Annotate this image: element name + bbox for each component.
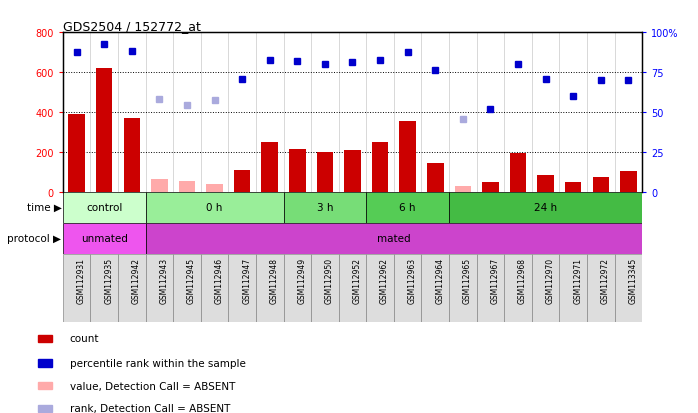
Text: value, Detection Call = ABSENT: value, Detection Call = ABSENT xyxy=(70,381,235,391)
Text: GSM112963: GSM112963 xyxy=(408,257,417,304)
Bar xyxy=(366,192,449,223)
Text: 3 h: 3 h xyxy=(317,202,333,213)
Text: GSM113345: GSM113345 xyxy=(628,257,637,304)
Text: GSM112962: GSM112962 xyxy=(380,257,389,303)
Text: GSM112948: GSM112948 xyxy=(269,257,279,303)
Text: 6 h: 6 h xyxy=(399,202,416,213)
Text: unmated: unmated xyxy=(81,233,128,244)
Bar xyxy=(68,114,85,192)
Bar xyxy=(234,170,251,192)
Bar xyxy=(63,223,146,254)
Text: protocol ▶: protocol ▶ xyxy=(8,233,61,244)
Text: percentile rank within the sample: percentile rank within the sample xyxy=(70,358,246,368)
Bar xyxy=(427,163,443,192)
Text: GSM112970: GSM112970 xyxy=(546,257,555,304)
Text: control: control xyxy=(86,202,122,213)
Bar xyxy=(124,119,140,192)
Bar xyxy=(317,152,333,192)
Bar xyxy=(38,382,52,389)
Text: GDS2504 / 152772_at: GDS2504 / 152772_at xyxy=(63,20,201,33)
Text: GSM112946: GSM112946 xyxy=(214,257,223,304)
Bar xyxy=(179,181,195,192)
Bar xyxy=(339,254,366,322)
Bar xyxy=(63,192,146,223)
Bar xyxy=(510,153,526,192)
Bar xyxy=(207,184,223,192)
Bar xyxy=(283,192,366,223)
Bar xyxy=(256,254,283,322)
Bar xyxy=(482,182,498,192)
Text: GSM112942: GSM112942 xyxy=(132,257,141,303)
Bar xyxy=(372,142,388,192)
Text: GSM112931: GSM112931 xyxy=(77,257,86,303)
Text: GSM112943: GSM112943 xyxy=(159,257,168,304)
Bar xyxy=(620,171,637,192)
Bar xyxy=(38,405,52,412)
Bar xyxy=(477,254,504,322)
Bar xyxy=(262,142,278,192)
Text: GSM112952: GSM112952 xyxy=(352,257,362,303)
Text: GSM112950: GSM112950 xyxy=(325,257,334,304)
Text: count: count xyxy=(70,334,99,344)
Text: GSM112949: GSM112949 xyxy=(297,257,306,304)
Bar xyxy=(422,254,449,322)
Bar xyxy=(201,254,228,322)
Text: GSM112947: GSM112947 xyxy=(242,257,251,304)
Bar xyxy=(344,150,361,192)
Bar xyxy=(63,254,91,322)
Text: GSM112968: GSM112968 xyxy=(518,257,527,303)
Text: GSM112972: GSM112972 xyxy=(601,257,610,303)
Text: GSM112935: GSM112935 xyxy=(104,257,113,304)
Bar xyxy=(146,254,173,322)
Bar xyxy=(366,254,394,322)
Text: GSM112945: GSM112945 xyxy=(187,257,196,304)
Bar xyxy=(537,175,554,192)
Text: GSM112965: GSM112965 xyxy=(463,257,472,304)
Bar xyxy=(173,254,201,322)
Bar xyxy=(38,359,52,367)
Bar xyxy=(399,121,416,192)
Text: rank, Detection Call = ABSENT: rank, Detection Call = ABSENT xyxy=(70,404,230,413)
Text: mated: mated xyxy=(377,233,410,244)
Bar xyxy=(565,182,581,192)
Bar xyxy=(559,254,587,322)
Bar xyxy=(449,192,642,223)
Bar xyxy=(91,254,118,322)
Bar xyxy=(587,254,614,322)
Bar xyxy=(593,177,609,192)
Bar xyxy=(614,254,642,322)
Bar xyxy=(449,254,477,322)
Text: 0 h: 0 h xyxy=(207,202,223,213)
Bar xyxy=(283,254,311,322)
Text: GSM112967: GSM112967 xyxy=(491,257,500,304)
Bar xyxy=(96,69,112,192)
Bar xyxy=(454,187,471,192)
Bar xyxy=(228,254,256,322)
Bar xyxy=(38,335,52,342)
Bar xyxy=(504,254,532,322)
Bar xyxy=(146,223,642,254)
Bar xyxy=(311,254,339,322)
Bar xyxy=(146,192,283,223)
Bar xyxy=(118,254,146,322)
Bar xyxy=(289,150,306,192)
Bar xyxy=(394,254,422,322)
Text: GSM112971: GSM112971 xyxy=(573,257,582,303)
Text: time ▶: time ▶ xyxy=(27,202,61,213)
Bar xyxy=(532,254,559,322)
Text: 24 h: 24 h xyxy=(534,202,557,213)
Text: GSM112964: GSM112964 xyxy=(436,257,444,304)
Bar xyxy=(151,179,168,192)
